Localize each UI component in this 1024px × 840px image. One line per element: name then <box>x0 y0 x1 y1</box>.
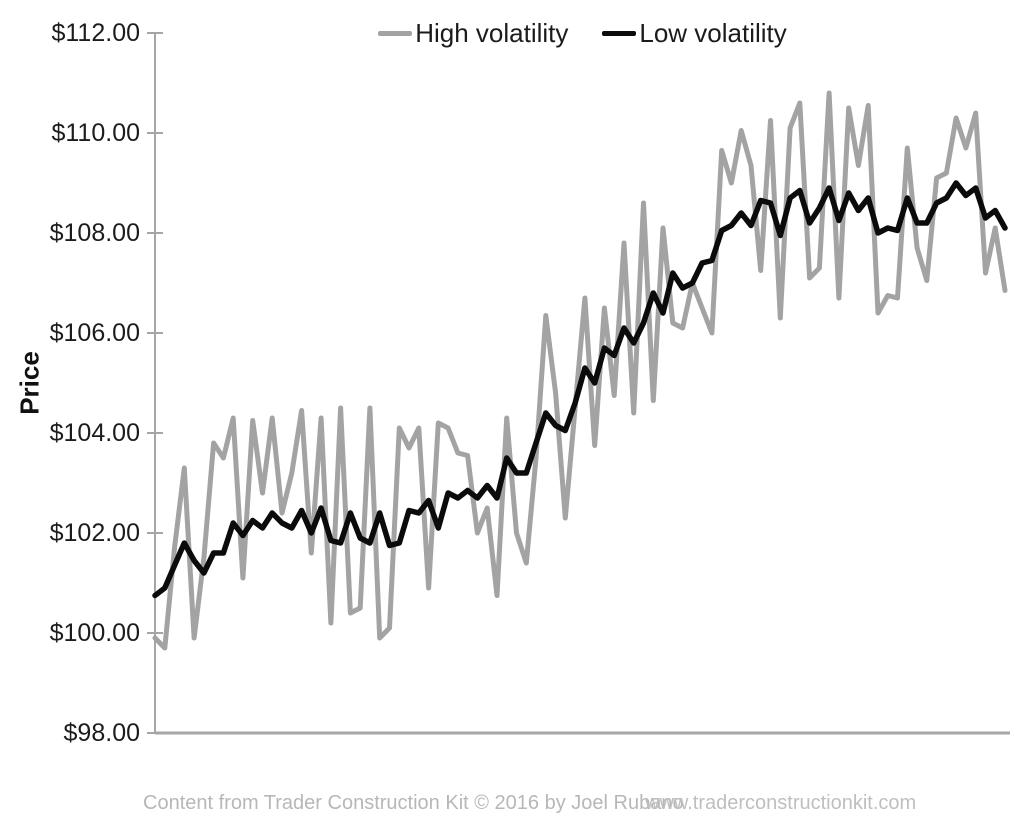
low-volatility-line <box>152 180 1008 599</box>
legend-item-high-volatility: High volatility <box>378 18 568 49</box>
y-tick-label: $104.00 <box>49 419 140 447</box>
footer-attribution: Content from Trader Construction Kit © 2… <box>143 792 684 814</box>
y-tick-label: $110.00 <box>51 119 140 147</box>
high-volatility-swatch <box>378 31 413 36</box>
y-tick-label: $100.00 <box>49 619 140 647</box>
y-tick-label: $108.00 <box>49 219 140 247</box>
legend-label: High volatility <box>415 18 569 48</box>
y-axis-title: Price <box>14 351 45 415</box>
footer: Content from Trader Construction Kit © 2… <box>0 792 1024 822</box>
y-tick-label: $102.00 <box>49 519 140 547</box>
legend-item-low-volatility: Low volatility <box>602 18 787 49</box>
low-volatility-swatch <box>602 31 637 36</box>
footer-website: www.traderconstructionkit.com <box>645 792 917 814</box>
y-tick-label: $98.00 <box>63 719 140 747</box>
legend: High volatility Low volatility <box>155 18 1010 49</box>
high-volatility-line <box>152 90 1008 651</box>
y-tick-label: $106.00 <box>49 319 140 347</box>
y-tick-label: $112.00 <box>51 19 140 47</box>
legend-label: Low volatility <box>639 18 787 48</box>
